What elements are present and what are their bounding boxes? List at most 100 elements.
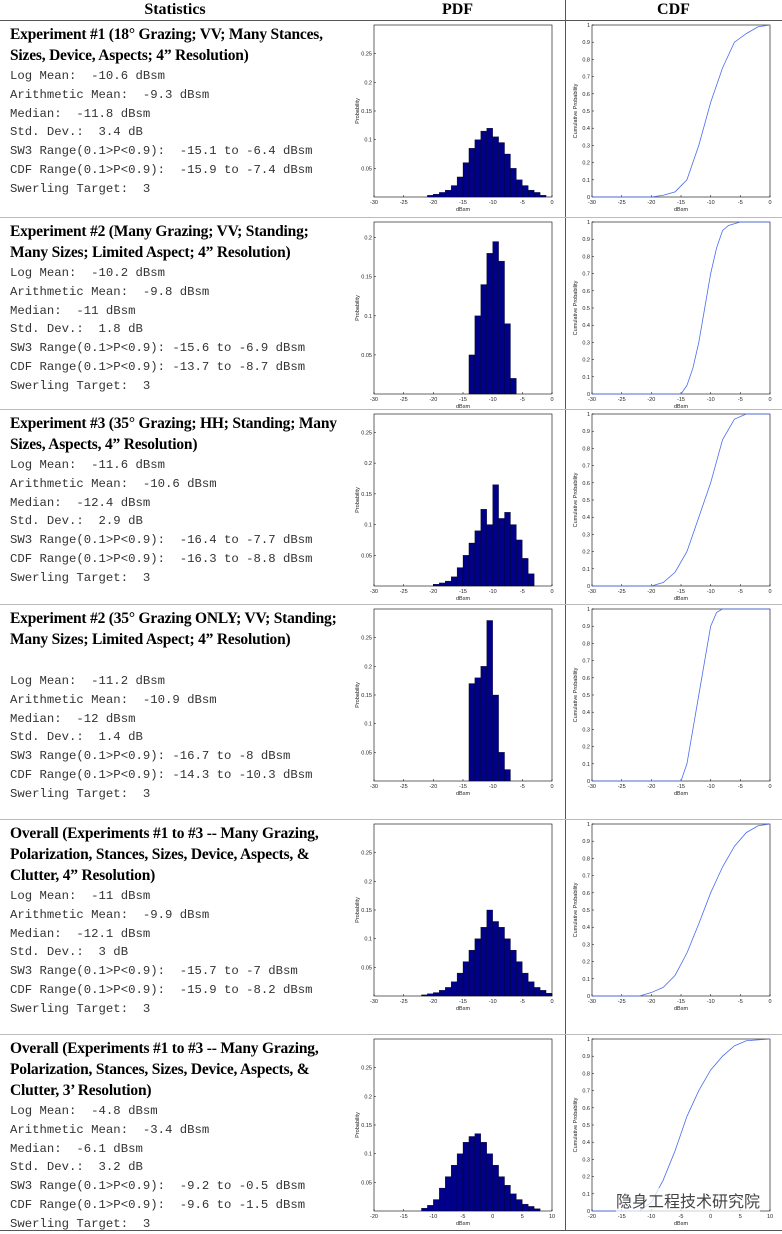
statistic: Median: -12.4 dBsm [10,495,151,510]
y-tick-label: 0.2 [582,1175,590,1181]
bar [445,1176,452,1212]
y-tick-label: 0.8 [582,856,590,862]
bar [445,580,452,587]
bar [486,909,493,997]
y-tick-label: 0.8 [582,57,590,63]
y-axis-label: Cumulative Probability [573,472,579,527]
x-tick-label: -15 [459,999,467,1005]
x-tick-label: -30 [588,200,596,206]
bar [421,1207,428,1212]
y-tick-label: 1 [587,220,590,226]
bar [456,567,464,587]
y-tick-label: 0.6 [582,289,590,295]
x-tick-label: -20 [429,589,437,595]
bar [522,558,529,587]
cdf-line [592,221,770,395]
y-tick-label: 0.25 [361,1066,372,1072]
x-tick-label: -15 [677,589,685,595]
statistic: CDF Range(0.1>P<0.9): -15.9 to -8.2 dBsm [10,983,313,997]
pdf-chart: -30 -25 -20 -15 -10 -5 0 0.05 0.1 0.15 0.2 0.25 dBsm… [355,413,554,602]
y-tick-label: 0.9 [582,624,590,630]
x-tick-label: -5 [738,589,743,595]
x-tick-label: -5 [520,200,525,206]
y-axis-label: Cumulative Probability [573,83,579,138]
bar [516,539,523,587]
bar [510,168,517,198]
x-tick-label: -25 [618,999,626,1005]
x-tick-label: -10 [707,999,715,1005]
statistic: Log Mean: -10.2 dBsm [10,266,165,280]
bar [468,542,476,587]
bar [421,994,428,997]
bar [450,576,458,587]
statistic: Median: -11.8 dBsm [10,106,151,121]
y-tick-label: 0.15 [361,492,372,498]
bar [528,189,535,198]
x-tick-label: -10 [647,1214,655,1220]
y-tick-label: 0.5 [582,908,590,914]
x-tick-label: -25 [618,784,626,790]
bar [474,530,481,587]
bar [480,1142,487,1212]
x-tick-label: 0 [491,1214,494,1220]
y-tick-label: 0.9 [582,429,590,435]
plot-frame [591,823,771,997]
x-tick-label: 0 [550,397,553,403]
bar [433,193,440,198]
x-tick-label: -5 [520,589,525,595]
bar [474,1133,481,1212]
x-tick-label: -15 [459,200,467,206]
y-tick-label: 0.1 [582,762,590,768]
bar [462,1142,470,1212]
x-tick-label: -10 [489,589,497,595]
bar [498,260,505,395]
y-tick-label: 0.4 [582,925,590,931]
y-tick-label: 0.5 [582,306,590,312]
x-tick-label: -30 [588,784,596,790]
x-tick-label: -15 [459,397,467,403]
row-rule [0,1034,782,1035]
y-tick-label: 0 [587,584,590,590]
bar [522,185,529,198]
bar [492,1164,499,1212]
x-tick-label: -10 [429,1214,437,1220]
y-tick-label: 0 [587,392,590,398]
bar [462,961,470,997]
y-tick-label: 0.3 [582,1157,590,1163]
bar [450,185,458,198]
bar [504,153,511,198]
x-tick-label: -20 [647,397,655,403]
statistic: Log Mean: -11.6 dBsm [10,458,165,472]
bar [427,195,434,198]
statistic: CDF Range(0.1>P<0.9): -14.3 to -10.3 dBs… [10,768,313,782]
y-tick-label: 0.2 [364,461,372,467]
bar [522,1203,529,1212]
y-tick-label: 0.5 [582,498,590,504]
x-tick-label: -5 [679,1214,684,1220]
x-tick-label: -25 [400,589,408,595]
x-tick-label: 0 [768,397,771,403]
statistic: Arithmetic Mean: -10.6 dBsm [10,476,217,491]
bar [427,993,434,997]
bar [480,130,487,198]
bar [498,1176,505,1212]
bar [456,1153,464,1212]
bar [492,241,499,395]
x-tick-label: -30 [370,784,378,790]
y-tick-label: 0.6 [582,676,590,682]
x-tick-label: -10 [489,200,497,206]
y-tick-label: 0.3 [582,727,590,733]
y-tick-label: 0.1 [364,523,372,529]
cdf-chart: -30 -25 -20 -15 -10 -5 0 0 0.1 0.2 0.3 0.4 0.5 0.6 0.7… [573,220,772,410]
x-tick-label: 0 [550,999,553,1005]
x-axis-label: dBsm [674,1221,688,1227]
bar [545,992,553,997]
bar [528,981,535,997]
row-rule [0,409,782,410]
y-axis-label: Probability [355,295,361,321]
x-tick-label: -10 [489,397,497,403]
x-tick-label: -10 [707,397,715,403]
y-tick-label: 0.4 [582,710,590,716]
bottom-rule [0,1230,782,1231]
x-tick-label: -10 [707,784,715,790]
